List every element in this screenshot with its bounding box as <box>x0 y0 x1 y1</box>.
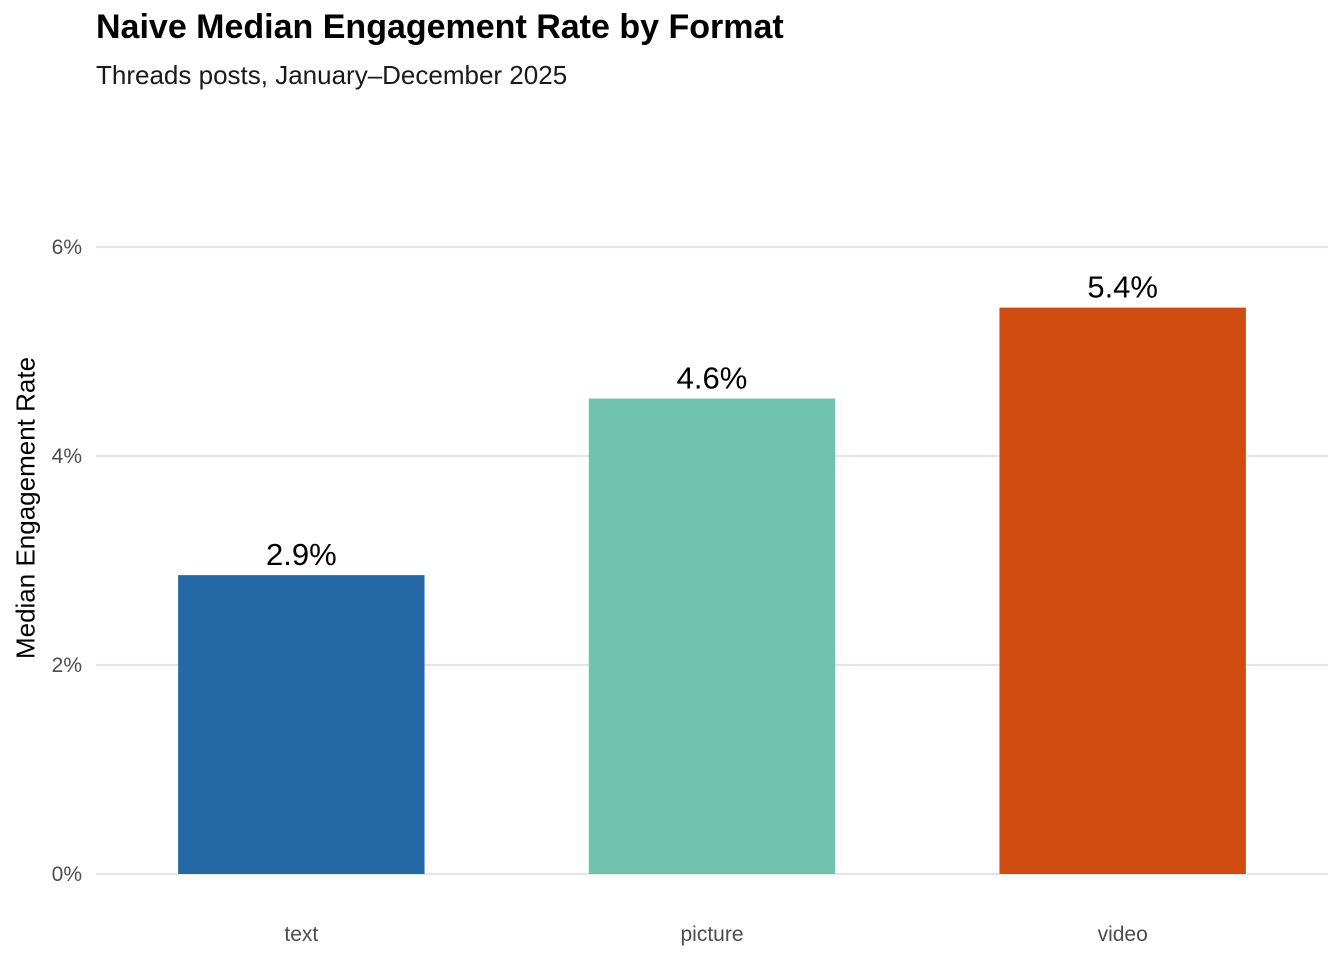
data-label-video: 5.4% <box>1087 270 1158 305</box>
bar-text <box>178 575 425 874</box>
x-tick-label-video: video <box>1098 923 1148 946</box>
chart-subtitle: Threads posts, January–December 2025 <box>96 60 568 90</box>
x-tick-labels: text picture video <box>284 923 1147 946</box>
bars <box>178 307 1246 874</box>
bar-picture <box>588 398 836 874</box>
chart-title: Naive Median Engagement Rate by Format <box>96 8 784 46</box>
data-label-picture: 4.6% <box>677 361 748 396</box>
y-tick-label: 0% <box>52 863 82 886</box>
y-tick-label: 4% <box>52 445 82 468</box>
y-tick-label: 6% <box>52 236 82 259</box>
x-tick-label-picture: picture <box>680 923 743 946</box>
bar-video <box>999 307 1246 874</box>
data-label-text: 2.9% <box>266 537 337 572</box>
data-labels: 2.9% 4.6% 5.4% <box>266 270 1158 573</box>
y-tick-label: 2% <box>52 654 82 677</box>
y-tick-labels: 0% 2% 4% 6% <box>52 236 82 886</box>
x-tick-label-text: text <box>284 923 318 946</box>
